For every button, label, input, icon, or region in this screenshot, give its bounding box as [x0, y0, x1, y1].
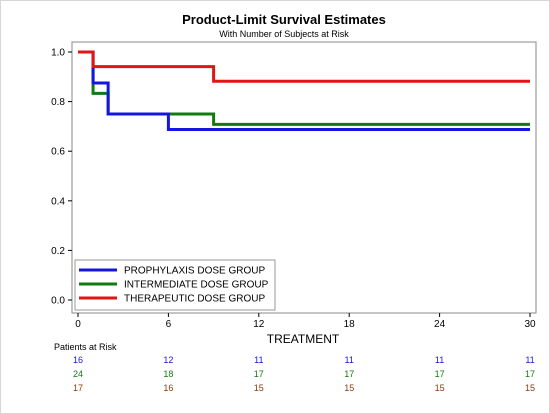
x-tick-label: 6: [166, 319, 172, 330]
risk-value: 18: [163, 369, 173, 379]
x-tick-label: 0: [75, 319, 81, 330]
y-tick-label: 0.4: [51, 196, 65, 207]
risk-value: 17: [435, 369, 445, 379]
legend: PROPHYLAXIS DOSE GROUP INTERMEDIATE DOSE …: [74, 259, 276, 311]
risk-value: 17: [525, 369, 535, 379]
risk-value: 11: [345, 355, 354, 365]
x-tick-label: 30: [524, 319, 536, 330]
y-axis: 0.0 0.2 0.4 0.6 0.8 1.0: [51, 48, 72, 307]
series-lines: [78, 50, 530, 131]
x-axis-label: TREATMENT: [267, 332, 340, 346]
risk-value: 11: [525, 355, 534, 365]
risk-value: 12: [163, 355, 173, 365]
y-tick-label: 0.2: [51, 246, 65, 257]
risk-value: 16: [73, 355, 83, 365]
risk-value: 17: [73, 383, 83, 393]
x-axis: 0 6 12 18 24 30: [75, 313, 536, 330]
legend-label: INTERMEDIATE DOSE GROUP: [124, 280, 269, 291]
risk-value: 11: [435, 355, 444, 365]
series-line-3: [78, 50, 530, 83]
risk-table: 16 12 11 11 11 11 24 18 17 17 17 17 17 16 15 15 15 15: [73, 355, 535, 393]
y-tick-label: 0.8: [51, 97, 65, 108]
legend-box: [74, 259, 276, 311]
plot-area: [71, 41, 537, 314]
y-tick-label: 1.0: [51, 48, 65, 59]
risk-value: 15: [254, 383, 264, 393]
legend-label: PROPHYLAXIS DOSE GROUP: [124, 266, 265, 277]
x-tick-label: 12: [253, 319, 265, 330]
risk-value: 17: [344, 369, 354, 379]
risk-value: 15: [435, 383, 445, 393]
x-tick-label: 18: [344, 319, 356, 330]
risk-value: 11: [254, 355, 263, 365]
y-tick-label: 0.6: [51, 147, 65, 158]
risk-value: 15: [344, 383, 354, 393]
risk-table-label: Patients at Risk: [54, 342, 117, 352]
risk-value: 17: [254, 369, 264, 379]
x-tick-label: 24: [434, 319, 446, 330]
risk-value: 15: [525, 383, 535, 393]
series-line-1: [78, 50, 530, 131]
risk-value: 24: [73, 369, 83, 379]
chart-title: Product-Limit Survival Estimates: [182, 12, 386, 27]
legend-label: THERAPEUTIC DOSE GROUP: [124, 294, 265, 305]
risk-value: 16: [163, 383, 173, 393]
chart-subtitle: With Number of Subjects at Risk: [219, 29, 349, 39]
y-tick-label: 0.0: [51, 296, 65, 307]
